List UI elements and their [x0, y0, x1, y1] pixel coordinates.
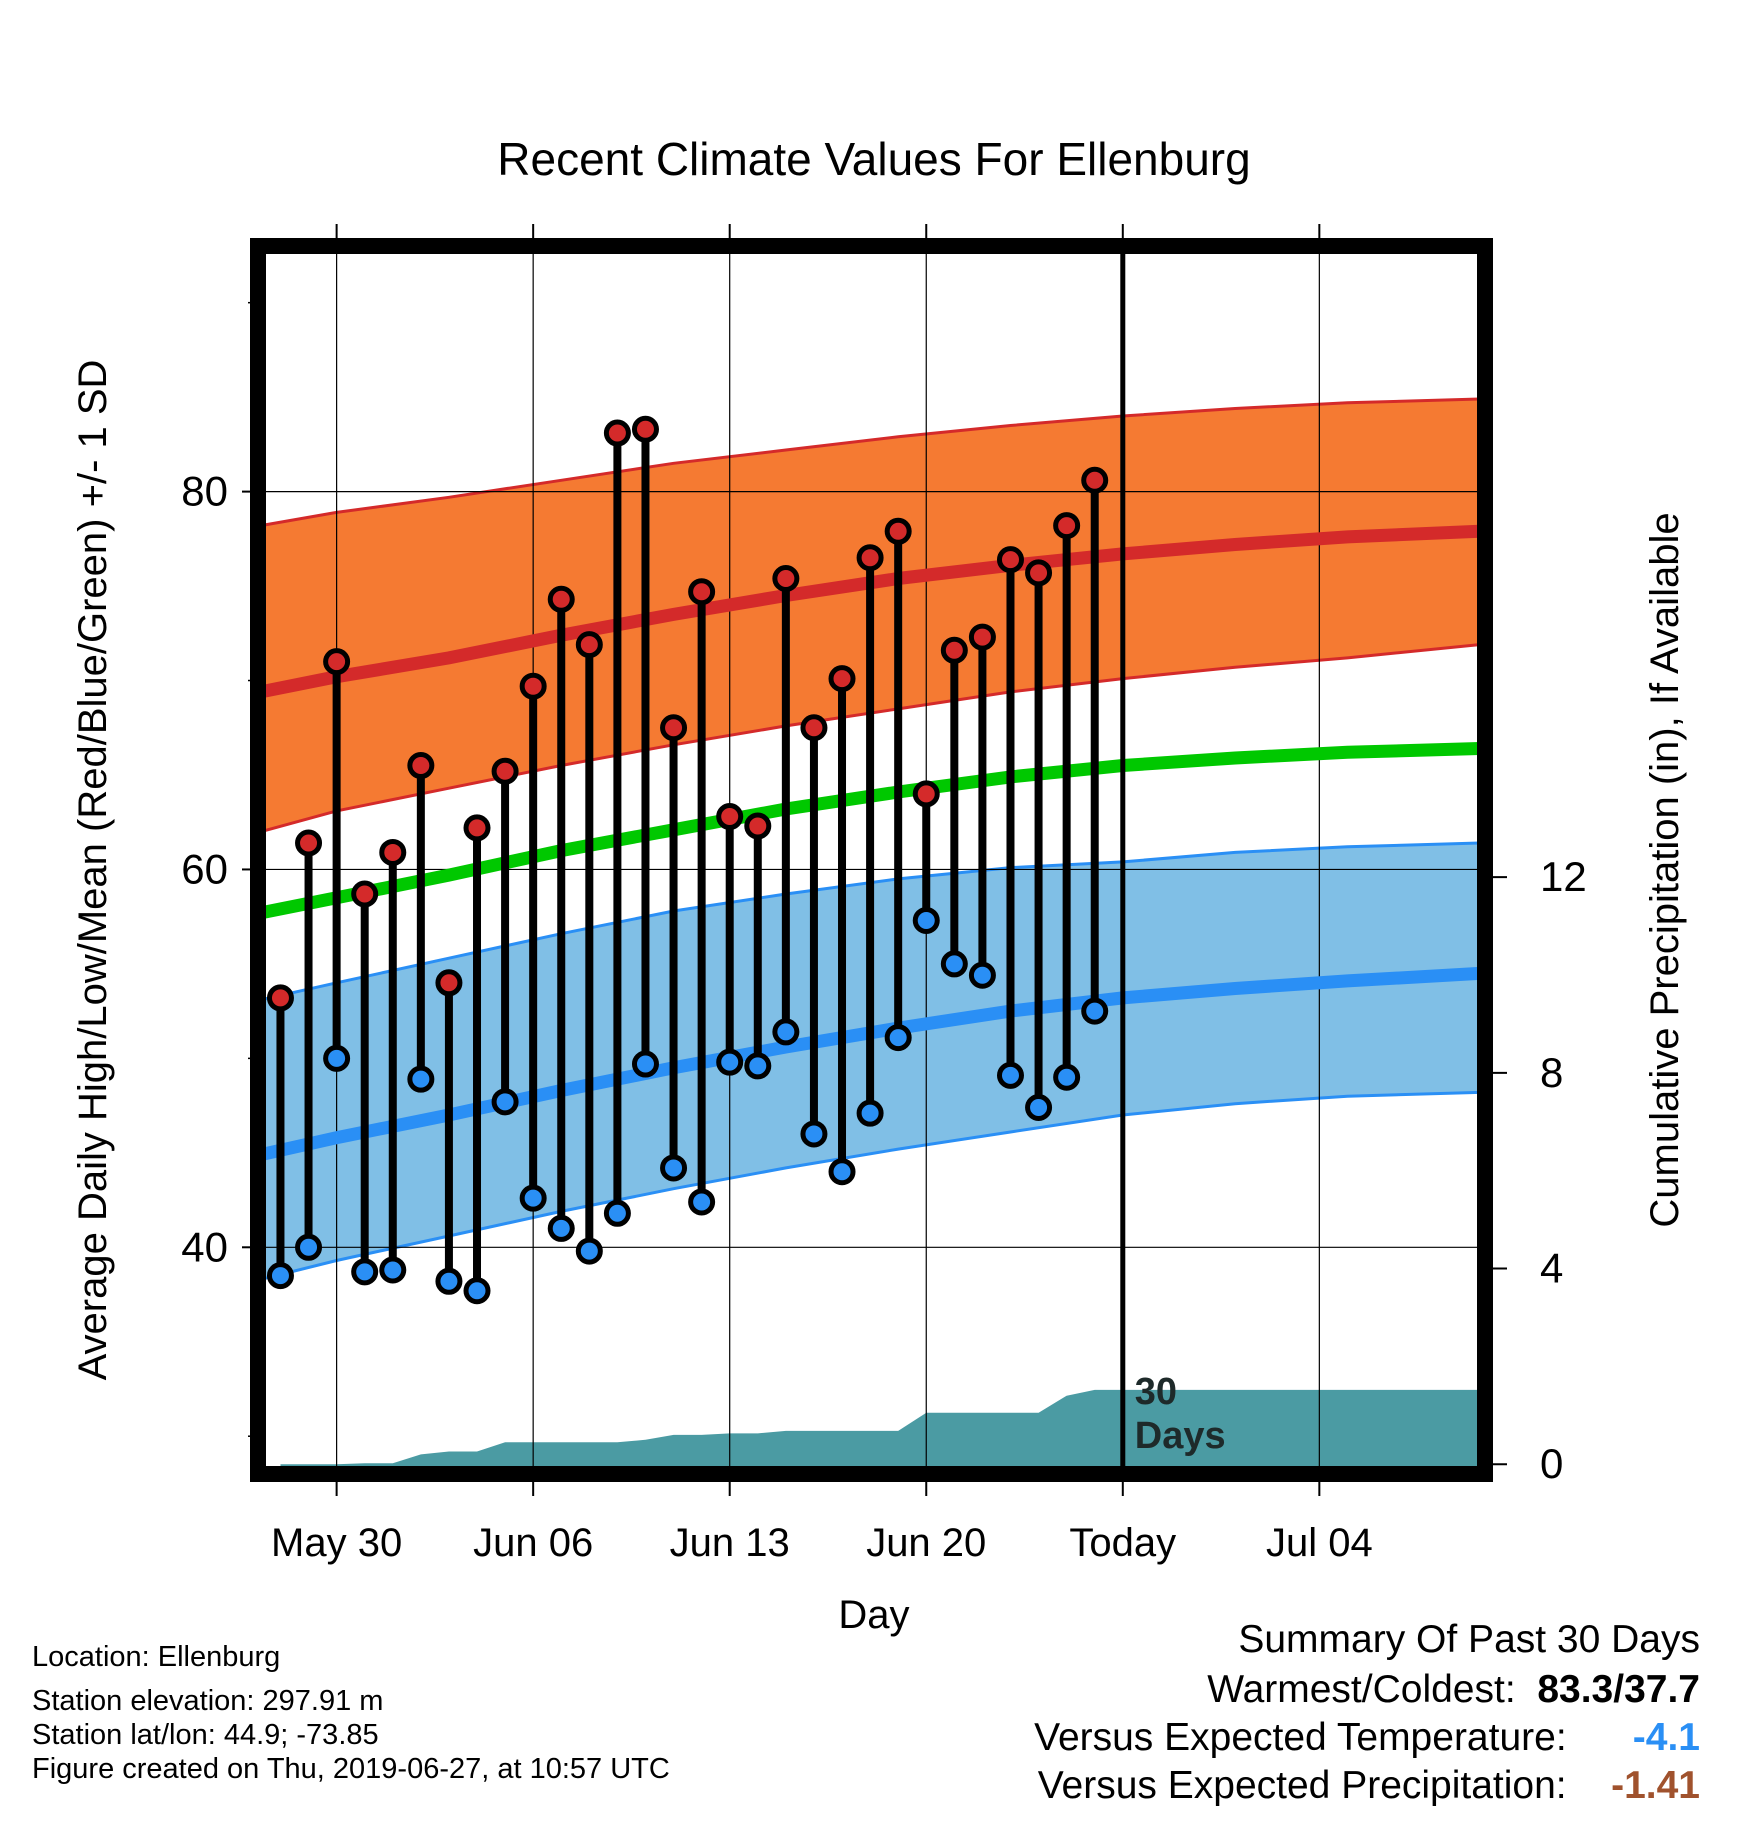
x-tick-label: Jun 20 [866, 1521, 986, 1565]
daily-high-point [688, 578, 716, 606]
daily-high-point [575, 631, 603, 659]
daily-low-point [603, 1199, 631, 1227]
y2-tick-label: 0 [1540, 1440, 1563, 1487]
station-info: Location: Ellenburg Station elevation: 2… [32, 1640, 670, 1786]
daily-low-point [1025, 1093, 1053, 1121]
y2-axis-label: Cumulative Precipitation (in), If Availa… [1643, 512, 1687, 1227]
temp-value: -4.1 [1632, 1716, 1700, 1759]
warm-cold-label: Warmest/Coldest: [1207, 1668, 1516, 1711]
daily-high-point [631, 415, 659, 443]
summary-panel: Summary Of Past 30 Days Warmest/Coldest:… [1034, 1618, 1700, 1808]
days-annotation-line: 30 [1135, 1371, 1177, 1413]
precipitation-area [280, 1389, 1480, 1474]
daily-low-point [1081, 997, 1109, 1025]
daily-high-point [295, 829, 323, 857]
daily-high-point [996, 546, 1024, 574]
x-axis-label: Day [838, 1593, 909, 1637]
high-sd-upper-line [260, 397, 1480, 528]
daily-low-point [1053, 1063, 1081, 1091]
chart-title: Recent Climate Values For Ellenburg [497, 133, 1250, 185]
daily-low-point [323, 1044, 351, 1072]
daily-low-point [266, 1262, 294, 1290]
daily-low-point [463, 1277, 491, 1305]
y-tick-label: 40 [181, 1223, 228, 1270]
daily-high-point [463, 814, 491, 842]
precip-label: Versus Expected Precipitation: [1037, 1764, 1567, 1807]
daily-low-point [940, 950, 968, 978]
daily-low-point [491, 1088, 519, 1116]
daily-low-point [828, 1158, 856, 1186]
y-tick-label: 60 [181, 845, 228, 892]
daily-low-point [688, 1188, 716, 1216]
daily-high-point [1053, 512, 1081, 540]
daily-low-point [295, 1233, 323, 1261]
daily-high-point [716, 803, 744, 831]
daily-low-point [968, 961, 996, 989]
location-text: Location: Ellenburg [32, 1641, 281, 1673]
daily-high-point [1081, 466, 1109, 494]
x-tick-label: Jun 13 [670, 1521, 790, 1565]
daily-low-point [800, 1120, 828, 1148]
days-annotation-line: Days [1135, 1415, 1226, 1457]
daily-high-point [744, 812, 772, 840]
daily-high-point [772, 565, 800, 593]
daily-low-point [547, 1214, 575, 1242]
daily-low-point [912, 906, 940, 934]
daily-high-point [266, 984, 294, 1012]
y2-tick-label: 4 [1540, 1245, 1563, 1292]
daily-high-point [491, 757, 519, 785]
y-axis-label: Average Daily High/Low/Mean (Red/Blue/Gr… [71, 360, 115, 1381]
daily-low-point [884, 1024, 912, 1052]
daily-low-point [435, 1267, 463, 1295]
daily-high-point [603, 419, 631, 447]
daily-low-point [631, 1050, 659, 1078]
daily-low-point [351, 1258, 379, 1286]
daily-high-point [407, 752, 435, 780]
temp-label: Versus Expected Temperature: [1034, 1716, 1567, 1759]
daily-low-point [407, 1065, 435, 1093]
plot-frame [250, 238, 1493, 1482]
high-normal-line [259, 524, 1480, 699]
y-tick-label: 80 [181, 468, 228, 515]
created-text: Figure created on Thu, 2019-06-27, at 10… [32, 1753, 670, 1785]
latlon-text: Station lat/lon: 44.9; -73.85 [32, 1719, 379, 1751]
daily-low-point [379, 1256, 407, 1284]
daily-high-point [800, 714, 828, 742]
daily-high-point [547, 585, 575, 613]
x-tick-label: Jun 06 [473, 1521, 593, 1565]
daily-high-point [884, 517, 912, 545]
daily-low-point [744, 1052, 772, 1080]
y2-tick-label: 8 [1540, 1049, 1563, 1096]
daily-low-point [575, 1237, 603, 1265]
precip-value: -1.41 [1611, 1764, 1700, 1807]
daily-high-point [828, 665, 856, 693]
daily-high-point [968, 623, 996, 651]
x-tick-label: Today [1069, 1521, 1176, 1565]
elevation-text: Station elevation: 297.91 m [32, 1685, 384, 1717]
warm-cold-value: 83.3/37.7 [1537, 1668, 1700, 1711]
daily-high-point [379, 838, 407, 866]
daily-low-point [856, 1099, 884, 1127]
x-tick-label: Jul 04 [1266, 1521, 1373, 1565]
daily-low-point [660, 1154, 688, 1182]
daily-low-point [519, 1184, 547, 1212]
daily-high-point [519, 672, 547, 700]
daily-low-point [716, 1048, 744, 1076]
daily-high-point [1025, 559, 1053, 587]
daily-high-point [940, 636, 968, 664]
y2-tick-label: 12 [1540, 853, 1587, 900]
daily-high-point [660, 714, 688, 742]
x-tick-label: May 30 [271, 1521, 402, 1565]
summary-heading: Summary Of Past 30 Days [1238, 1618, 1700, 1661]
daily-low-point [996, 1061, 1024, 1089]
daily-high-point [351, 880, 379, 908]
daily-high-point [323, 648, 351, 676]
daily-low-point [772, 1018, 800, 1046]
daily-high-point [435, 969, 463, 997]
daily-high-point [912, 780, 940, 808]
daily-high-point [856, 544, 884, 572]
